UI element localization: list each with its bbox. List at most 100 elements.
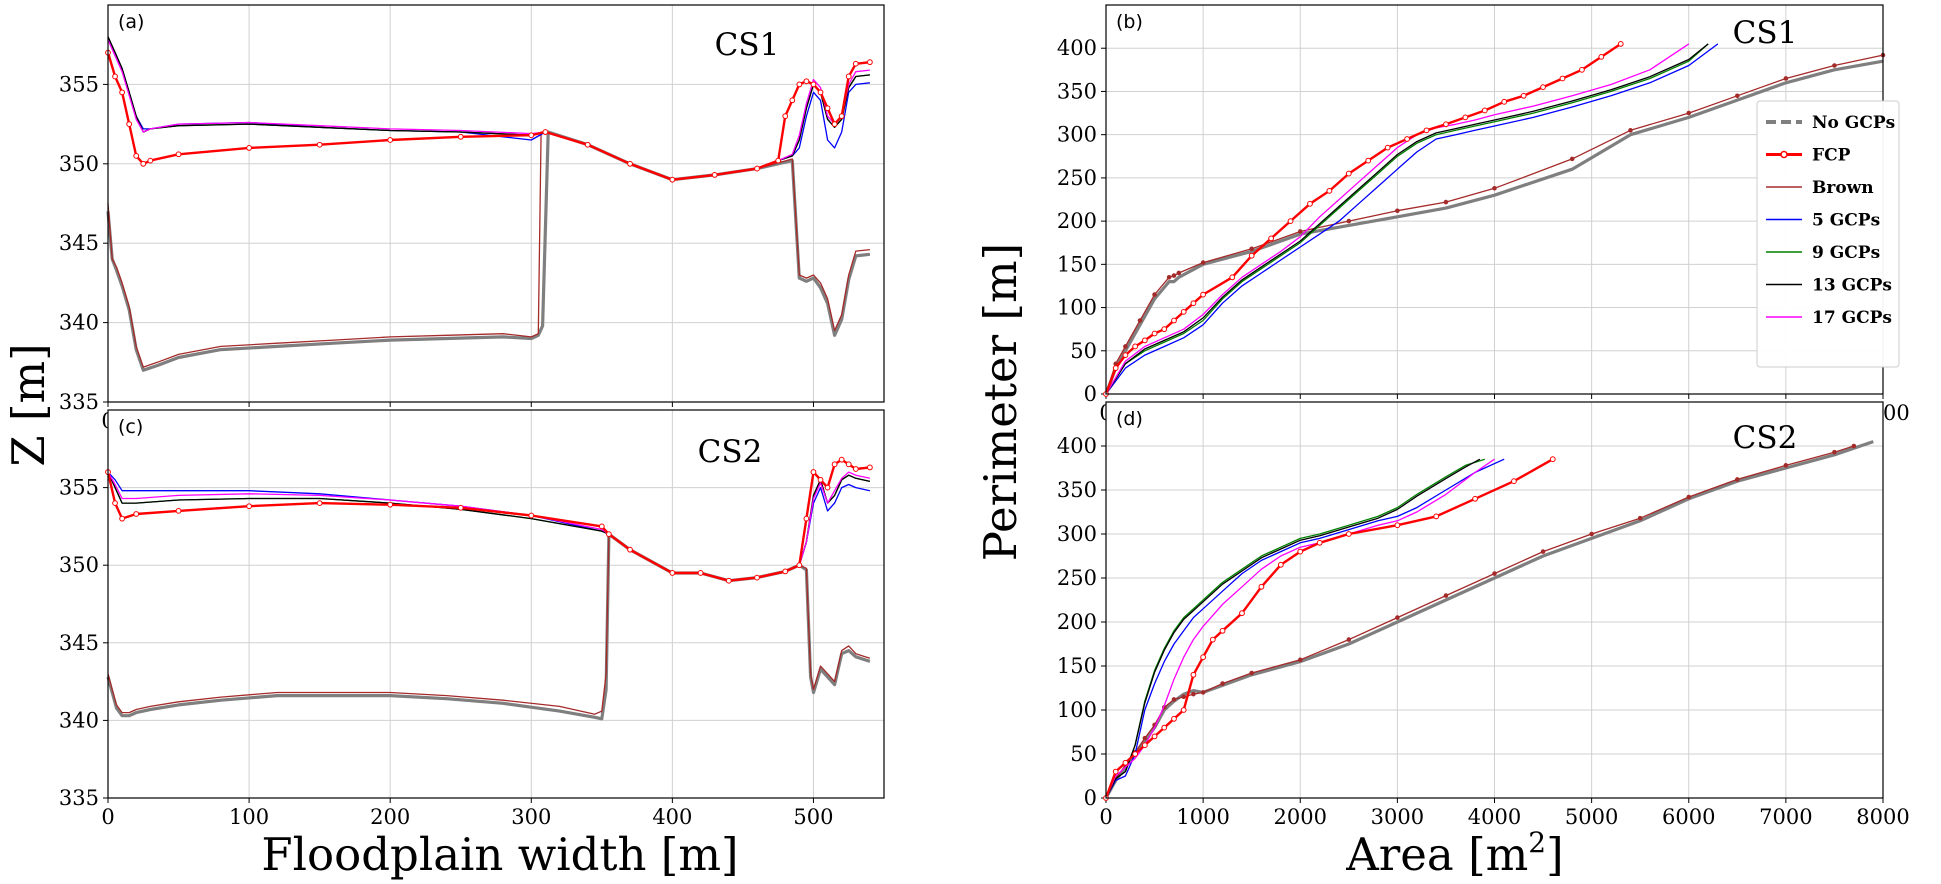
data-point-fcp bbox=[112, 500, 118, 507]
data-point-brown bbox=[1142, 735, 1148, 741]
y-tick-label: 350 bbox=[59, 553, 99, 577]
data-point-fcp bbox=[1433, 513, 1440, 520]
data-point-fcp bbox=[1132, 343, 1139, 350]
data-point-fcp bbox=[669, 176, 676, 183]
data-point-fcp bbox=[1365, 157, 1372, 164]
series-line-fcp bbox=[106, 458, 871, 582]
x-tick-label: 7000 bbox=[1759, 805, 1812, 829]
plot-frame bbox=[1105, 401, 1884, 799]
right-x-axis-label-main: Area [m bbox=[1345, 828, 1528, 881]
legend-label-nogcp: No GCPs bbox=[1812, 113, 1895, 133]
data-point-fcp bbox=[782, 568, 789, 575]
data-point-fcp bbox=[831, 461, 838, 468]
data-point-brown bbox=[1492, 571, 1497, 576]
data-point-fcp bbox=[1579, 66, 1585, 73]
data-point-brown bbox=[1166, 275, 1172, 280]
data-point-fcp bbox=[831, 121, 838, 127]
y-tick-label: 50 bbox=[1070, 742, 1097, 766]
y-tick-label: 400 bbox=[1057, 36, 1097, 60]
y-tick-label: 150 bbox=[1057, 252, 1097, 276]
data-point-brown bbox=[1171, 697, 1177, 702]
data-point-fcp bbox=[810, 81, 817, 88]
y-tick-label: 335 bbox=[59, 390, 99, 414]
plot-frame bbox=[107, 4, 885, 403]
data-point-fcp bbox=[175, 507, 182, 514]
data-point-fcp bbox=[817, 476, 824, 483]
legend: No GCPs FCP Brown 5 GCPs 9 GCPs 13 GCPs 17 GCP… bbox=[1756, 100, 1900, 368]
y-tick-label: 340 bbox=[59, 708, 99, 732]
data-point-fcp bbox=[1472, 495, 1478, 502]
data-point-fcp bbox=[1161, 326, 1168, 333]
data-point-fcp bbox=[782, 113, 789, 120]
data-point-fcp bbox=[1268, 235, 1275, 242]
chart-title: CS2 bbox=[1733, 420, 1798, 456]
y-tick-label: 200 bbox=[1057, 610, 1097, 634]
data-point-fcp bbox=[1229, 274, 1236, 281]
plot-area bbox=[108, 5, 884, 402]
x-tick-label: 4000 bbox=[1468, 805, 1521, 829]
data-point-fcp bbox=[605, 531, 612, 538]
y-tick-label: 250 bbox=[1057, 566, 1097, 590]
x-tick-label: 0 bbox=[1099, 805, 1112, 829]
data-point-fcp bbox=[627, 546, 633, 553]
series-line-g9 bbox=[1105, 43, 1709, 395]
data-point-fcp bbox=[1384, 144, 1391, 151]
data-point-fcp bbox=[1511, 478, 1517, 485]
right-y-axis-label: Perimeter [m] bbox=[974, 243, 1027, 561]
data-point-fcp bbox=[803, 515, 810, 522]
plot-area bbox=[108, 410, 884, 798]
data-point-fcp bbox=[1248, 252, 1255, 259]
y-tick-label: 100 bbox=[1057, 296, 1097, 320]
series-line-brown bbox=[1105, 54, 1884, 395]
data-point-fcp bbox=[852, 60, 859, 67]
data-point-fcp bbox=[845, 73, 852, 80]
y-tick-label: 200 bbox=[1057, 209, 1097, 233]
data-point-brown bbox=[1200, 260, 1206, 265]
data-point-fcp bbox=[133, 152, 140, 159]
data-point-fcp bbox=[838, 456, 845, 463]
y-tick-label: 150 bbox=[1057, 654, 1097, 678]
data-point-fcp bbox=[119, 89, 126, 96]
data-point-fcp bbox=[1161, 724, 1168, 731]
data-point-fcp bbox=[1219, 627, 1226, 634]
x-tick-label: 2000 bbox=[1274, 805, 1327, 829]
data-point-fcp bbox=[246, 503, 252, 510]
data-point-fcp bbox=[1200, 654, 1207, 661]
data-point-fcp bbox=[1122, 352, 1129, 359]
x-tick-label: 500 bbox=[793, 805, 833, 829]
data-point-fcp bbox=[803, 78, 810, 85]
data-point-fcp bbox=[1559, 75, 1566, 82]
data-point-fcp bbox=[725, 577, 732, 584]
data-point-brown bbox=[1297, 229, 1303, 234]
data-point-fcp bbox=[598, 523, 605, 530]
legend-label-fcp: FCP bbox=[1812, 146, 1851, 166]
data-point-fcp bbox=[796, 562, 803, 569]
data-point-brown bbox=[1297, 657, 1303, 663]
data-point-fcp bbox=[1501, 98, 1508, 105]
data-point-brown bbox=[1171, 273, 1177, 278]
data-point-fcp bbox=[1112, 365, 1119, 371]
data-point-fcp bbox=[1462, 114, 1469, 121]
data-point-fcp bbox=[147, 157, 154, 164]
data-point-fcp bbox=[175, 151, 182, 158]
legend-label-g17: 17 GCPs bbox=[1812, 308, 1892, 328]
data-point-fcp bbox=[669, 570, 676, 576]
data-point-brown bbox=[1346, 218, 1352, 224]
y-tick-label: 100 bbox=[1057, 698, 1097, 722]
y-tick-label: 50 bbox=[1070, 339, 1097, 363]
x-tick-label: 300 bbox=[511, 805, 551, 829]
data-point-brown bbox=[1783, 76, 1789, 81]
panel-d: 0 1000 2000 3000 4000 5000 6000 7000 8000 0 50 100 1… bbox=[1057, 401, 1910, 829]
data-point-brown bbox=[1492, 185, 1497, 191]
panel-b: 0100020003000400050006000700080000501001… bbox=[1057, 4, 1910, 425]
data-point-fcp bbox=[584, 141, 591, 148]
data-point-fcp bbox=[1190, 300, 1197, 307]
data-point-fcp bbox=[119, 515, 126, 522]
data-point-fcp bbox=[1316, 539, 1323, 546]
data-point-fcp bbox=[1287, 218, 1294, 225]
data-point-brown bbox=[1443, 199, 1449, 205]
panel-label: (a) bbox=[118, 11, 144, 33]
panel-label: (d) bbox=[1116, 408, 1143, 430]
series-line-nogcp bbox=[106, 130, 871, 372]
